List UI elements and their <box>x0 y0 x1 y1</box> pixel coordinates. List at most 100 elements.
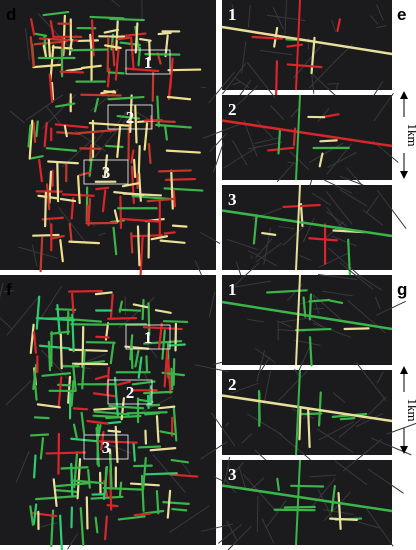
minor-road <box>270 105 285 121</box>
minor-road <box>370 15 379 25</box>
traffic-road <box>155 415 160 443</box>
minor-road <box>293 44 323 79</box>
traffic-road <box>142 456 147 491</box>
traffic-road <box>107 429 122 433</box>
traffic-road <box>32 233 60 237</box>
traffic-road <box>45 183 51 211</box>
inset-box <box>125 324 171 350</box>
minor-road <box>231 382 259 394</box>
traffic-road <box>32 454 37 479</box>
minor-road <box>278 226 295 230</box>
traffic-road <box>283 505 316 509</box>
traffic-road <box>109 342 115 365</box>
traffic-road <box>107 317 138 320</box>
traffic-road <box>131 380 156 386</box>
minor-road <box>200 441 228 460</box>
main-road <box>295 184 301 271</box>
traffic-road <box>147 302 151 336</box>
minor-road <box>46 105 62 126</box>
traffic-road <box>119 195 123 230</box>
minor-road <box>194 260 203 276</box>
traffic-road <box>120 32 147 38</box>
traffic-road <box>130 149 135 164</box>
minor-road <box>302 218 315 243</box>
traffic-road <box>54 123 89 129</box>
traffic-road <box>298 408 302 441</box>
region-marker: 2 <box>126 108 135 127</box>
traffic-road <box>85 221 119 225</box>
minor-road <box>24 27 30 61</box>
traffic-road <box>112 226 118 256</box>
minor-road <box>316 428 354 454</box>
traffic-road <box>252 214 258 245</box>
traffic-road <box>43 121 48 148</box>
traffic-road <box>59 197 77 203</box>
map-background <box>222 0 392 90</box>
inset-number: 2 <box>228 375 237 394</box>
minor-road <box>242 473 279 514</box>
traffic-road <box>122 192 163 197</box>
minor-road <box>339 189 368 207</box>
minor-road <box>358 521 381 529</box>
minor-road <box>309 318 328 330</box>
traffic-road <box>163 231 176 235</box>
traffic-road <box>94 291 113 296</box>
traffic-road <box>163 348 169 388</box>
minor-road <box>313 308 324 310</box>
traffic-road <box>170 367 174 391</box>
minor-road <box>277 370 309 402</box>
traffic-road <box>62 14 66 57</box>
minor-road <box>308 478 336 512</box>
minor-road <box>4 290 15 293</box>
traffic-road <box>322 113 340 118</box>
traffic-road <box>109 293 114 318</box>
traffic-road <box>32 122 37 144</box>
minor-road <box>256 120 274 139</box>
traffic-road <box>162 501 190 505</box>
minor-road <box>289 151 310 171</box>
traffic-road <box>103 154 109 178</box>
minor-road <box>0 317 13 330</box>
traffic-road <box>171 224 188 228</box>
minor-road <box>222 466 230 489</box>
minor-road <box>226 520 238 541</box>
traffic-road <box>101 189 107 213</box>
traffic-road <box>161 329 166 360</box>
minor-road <box>386 422 416 435</box>
traffic-road <box>343 327 370 331</box>
traffic-road <box>168 473 199 478</box>
traffic-road <box>277 129 282 155</box>
minor-road <box>309 474 337 478</box>
traffic-road <box>115 20 119 51</box>
minor-road <box>227 525 252 550</box>
traffic-road <box>140 474 145 512</box>
traffic-road <box>29 323 35 355</box>
traffic-road <box>27 124 32 148</box>
traffic-road <box>130 340 134 370</box>
region-marker: 1 <box>144 328 153 347</box>
inset-box <box>107 379 153 405</box>
minor-road <box>199 231 221 244</box>
traffic-road <box>134 105 138 144</box>
traffic-road <box>87 468 91 489</box>
minor-road <box>355 413 383 428</box>
inset-box <box>83 434 129 460</box>
panel-label: d <box>6 5 16 24</box>
minor-road <box>260 50 293 56</box>
traffic-road <box>102 486 144 491</box>
minor-road <box>357 274 382 291</box>
traffic-road <box>137 171 142 202</box>
minor-road <box>331 19 337 33</box>
minor-road <box>67 533 79 550</box>
traffic-road <box>35 295 41 330</box>
minor-road <box>331 235 357 247</box>
traffic-road <box>29 505 35 526</box>
main-road <box>221 209 393 238</box>
traffic-road <box>56 131 81 135</box>
traffic-road <box>32 512 58 518</box>
traffic-road <box>47 340 52 372</box>
traffic-road <box>106 504 119 508</box>
panel-label: f <box>6 280 12 299</box>
minor-road <box>234 280 272 288</box>
traffic-road <box>92 392 118 398</box>
